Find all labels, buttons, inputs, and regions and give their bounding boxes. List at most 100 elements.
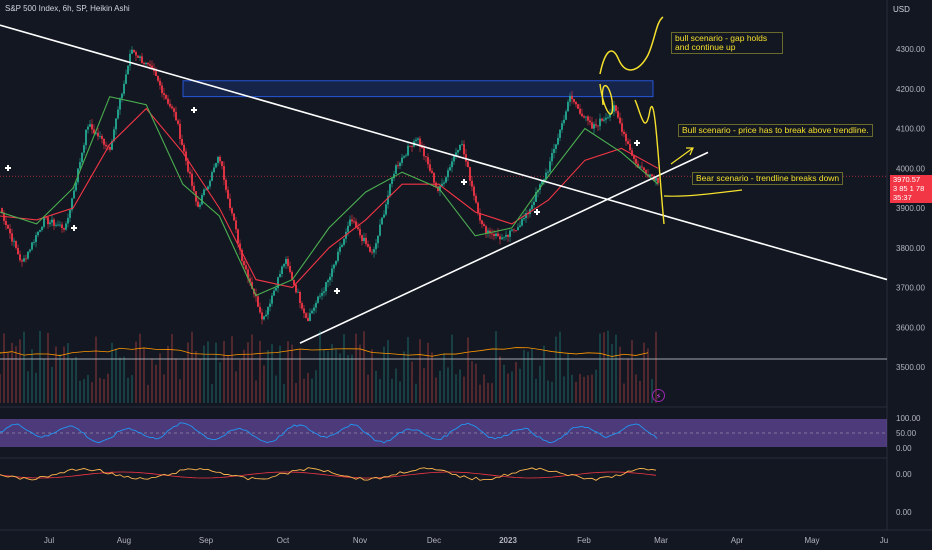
candle xyxy=(75,182,77,191)
x-tick-label: Nov xyxy=(353,536,367,545)
candle xyxy=(565,111,567,120)
volume-bar xyxy=(343,334,345,403)
candle xyxy=(295,284,297,293)
candle xyxy=(383,214,385,218)
candle xyxy=(363,237,365,242)
ema-slow-line xyxy=(0,107,659,289)
candle xyxy=(425,156,427,158)
lightning-icon[interactable]: ⚡ xyxy=(652,389,665,402)
volume-bar xyxy=(0,373,1,403)
candle xyxy=(623,131,625,134)
volume-bar xyxy=(383,346,385,403)
candle xyxy=(555,144,557,149)
volume-bar xyxy=(523,349,525,403)
volume-bar xyxy=(3,333,5,403)
bear-annotation: Bear scenario - trendline breaks down xyxy=(692,172,844,185)
current-price-badge: 3970.57 3 85 1 78 35:37 xyxy=(890,175,932,203)
volume-bar xyxy=(427,342,429,403)
volume-bar xyxy=(623,383,625,403)
candle xyxy=(97,132,99,137)
candle xyxy=(215,163,217,168)
volume-bar xyxy=(311,378,313,403)
volume-bar xyxy=(143,348,145,403)
candle xyxy=(467,161,469,168)
signal-marker xyxy=(534,209,540,215)
candle xyxy=(331,268,333,277)
x-tick-label: Ju xyxy=(880,536,888,545)
candle xyxy=(595,124,597,126)
volume-bar xyxy=(235,371,237,403)
x-tick-label: Sep xyxy=(199,536,214,545)
candle xyxy=(279,273,281,278)
candle xyxy=(143,62,145,65)
candle xyxy=(619,117,621,124)
candle xyxy=(83,145,85,153)
candle xyxy=(491,233,493,235)
volume-bar xyxy=(115,348,117,403)
candle xyxy=(381,217,383,225)
candle xyxy=(343,238,345,245)
volume-bar xyxy=(271,344,273,403)
candle xyxy=(297,291,299,293)
candle xyxy=(415,139,417,142)
volume-bar xyxy=(227,354,229,403)
volume-bar xyxy=(491,383,493,403)
volume-bar xyxy=(103,379,105,403)
current-price: 3970.57 xyxy=(893,175,921,184)
candle xyxy=(109,146,111,150)
volume-bar xyxy=(363,331,365,403)
candle xyxy=(221,161,223,167)
candle xyxy=(629,143,631,151)
candle xyxy=(417,138,419,140)
candle xyxy=(37,231,39,236)
volume-bar xyxy=(295,383,297,403)
candle xyxy=(515,230,517,231)
candle xyxy=(633,155,635,159)
x-tick-label: 2023 xyxy=(499,536,517,545)
candle xyxy=(561,123,563,130)
candle xyxy=(403,156,405,158)
volume-bar xyxy=(239,359,241,403)
candle xyxy=(333,264,335,269)
candle xyxy=(405,155,407,157)
candle xyxy=(219,156,221,162)
candle xyxy=(493,234,495,237)
candle xyxy=(379,224,381,236)
candle xyxy=(507,234,509,237)
candle xyxy=(325,282,327,292)
candle xyxy=(7,225,9,229)
volume-bar xyxy=(27,371,29,403)
candle xyxy=(19,254,21,261)
gap-highlight-line xyxy=(599,83,614,115)
volume-bar xyxy=(7,352,9,403)
volume-ma-line xyxy=(0,347,649,357)
volume-bar xyxy=(483,374,485,403)
candle xyxy=(563,119,565,124)
candle xyxy=(311,310,313,314)
volume-bar xyxy=(571,374,573,403)
x-tick-label: Feb xyxy=(577,536,591,545)
candle xyxy=(471,180,473,187)
volume-bar xyxy=(503,364,505,403)
candle xyxy=(89,124,91,127)
x-tick-label: Mar xyxy=(654,536,668,545)
volume-bar xyxy=(655,331,657,403)
candle xyxy=(235,220,237,230)
volume-bar xyxy=(567,353,569,403)
volume-bar xyxy=(23,331,25,403)
candle xyxy=(639,166,641,168)
candle xyxy=(339,246,341,252)
candle xyxy=(141,56,143,63)
candle xyxy=(5,220,7,226)
volume-bar xyxy=(111,342,113,403)
candle xyxy=(439,186,441,192)
volume-bar xyxy=(547,380,549,403)
volume-bar xyxy=(211,384,213,403)
candle xyxy=(645,170,647,175)
volume-bar xyxy=(243,349,245,403)
trendline-descending xyxy=(0,24,888,281)
volume-bar xyxy=(607,330,609,403)
y-tick-label: 3800.00 xyxy=(896,244,925,253)
candle xyxy=(13,240,15,242)
